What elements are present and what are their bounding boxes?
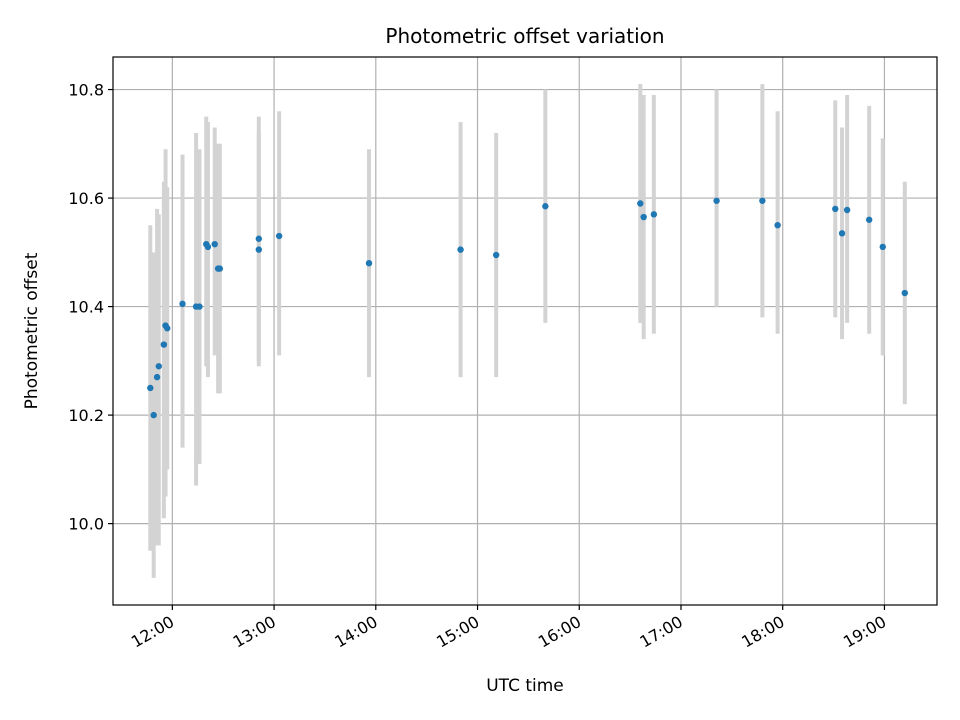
chart-title: Photometric offset variation xyxy=(385,24,664,48)
data-point xyxy=(365,259,373,267)
data-point xyxy=(838,230,846,237)
y-axis-title: Photometric offset xyxy=(22,252,42,409)
error-bars xyxy=(148,84,907,578)
data-point xyxy=(759,197,766,204)
x-axis-ticks: 12:00 13:00 14:00 15:00 16:00 17:00 18:00 19:00 xyxy=(128,605,889,652)
x-tick-label: 12:00 xyxy=(128,612,177,652)
data-point xyxy=(155,363,162,370)
data-point xyxy=(542,203,549,210)
x-tick-label: 14:00 xyxy=(331,612,380,652)
grid xyxy=(113,57,937,605)
data-point xyxy=(275,232,283,240)
data-point xyxy=(196,303,203,310)
x-tick-label: 15:00 xyxy=(433,612,482,652)
x-tick-label: 13:00 xyxy=(230,612,279,652)
data-point xyxy=(843,206,851,214)
data-point xyxy=(179,300,186,308)
data-point xyxy=(879,243,886,251)
data-point xyxy=(150,411,157,419)
data-points xyxy=(147,197,908,419)
data-point xyxy=(492,251,500,259)
data-point xyxy=(457,246,464,253)
data-point xyxy=(637,200,644,207)
y-tick-label: 10.0 xyxy=(68,515,104,534)
data-point xyxy=(153,373,161,381)
data-point xyxy=(255,246,263,253)
data-point xyxy=(216,265,224,272)
data-point xyxy=(832,205,839,213)
data-point xyxy=(160,341,168,348)
data-point xyxy=(650,211,658,218)
y-tick-label: 10.2 xyxy=(68,406,104,425)
y-tick-label: 10.6 xyxy=(68,189,104,208)
plot-frame xyxy=(112,56,938,606)
y-tick-label: 10.4 xyxy=(68,298,104,317)
data-point xyxy=(640,213,647,221)
data-point xyxy=(865,216,873,223)
data-point xyxy=(164,325,171,332)
y-axis-ticks: 10.0 10.2 10.4 10.6 10.8 xyxy=(68,81,113,534)
data-point xyxy=(204,243,212,251)
y-tick-label: 10.8 xyxy=(68,81,104,100)
data-point xyxy=(211,240,218,248)
x-axis-title: UTC time xyxy=(486,676,564,696)
x-tick-label: 16:00 xyxy=(535,612,584,652)
data-point xyxy=(901,289,908,297)
x-tick-label: 17:00 xyxy=(637,612,686,652)
data-point xyxy=(774,221,781,229)
x-tick-label: 18:00 xyxy=(738,612,787,652)
data-point xyxy=(713,197,720,204)
x-tick-label: 19:00 xyxy=(840,612,889,652)
data-point xyxy=(147,384,154,392)
data-point xyxy=(255,235,263,242)
